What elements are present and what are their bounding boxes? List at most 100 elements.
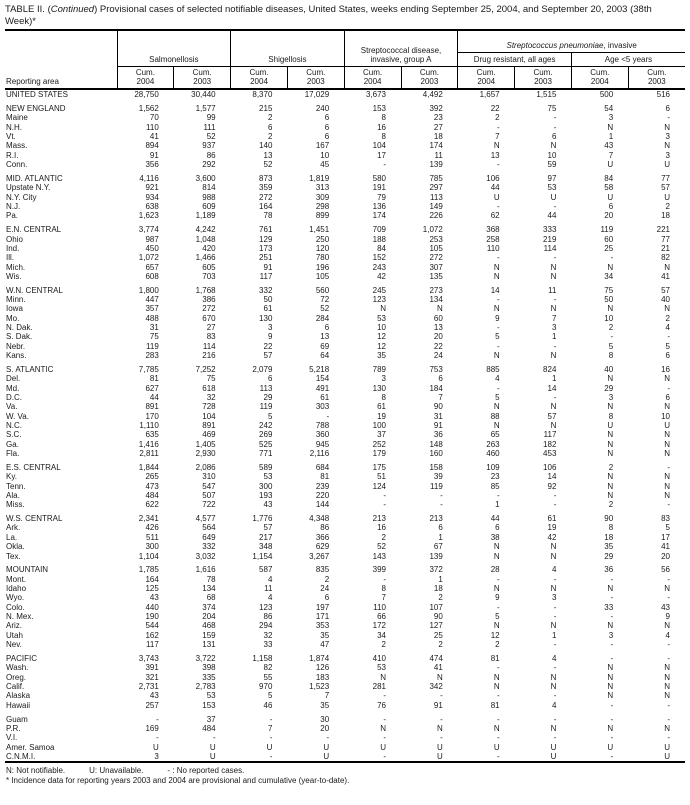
row-cell: 55 (263, 672, 273, 682)
row-cell: 3,032 (195, 551, 216, 561)
row-cell: 34 (377, 630, 386, 640)
row-cell: - (667, 733, 670, 743)
row-cell: 484 (202, 723, 216, 733)
row-cell: N (607, 449, 614, 459)
row-cell: 113 (259, 383, 273, 393)
row-cell: 88 (490, 411, 500, 421)
row-cell: 134 (202, 584, 216, 594)
row-cell: 332 (259, 285, 273, 295)
row-cell: N (493, 402, 500, 412)
row-cell: N (664, 141, 670, 151)
row-area: Maine (6, 113, 28, 123)
row-cell: - (667, 113, 670, 123)
table-row: R.I. 91 86 13 10 17 11 13 10 7 3 (5, 151, 685, 160)
row-cell: 24 (320, 584, 330, 594)
row-area: P.R. (6, 723, 21, 733)
row-cell: 42 (547, 532, 557, 542)
table-row: Wyo. 43 68 4 6 7 2 9 3 - - (5, 593, 685, 602)
row-cell: 91 (263, 262, 273, 272)
row-cell: 2 (608, 462, 614, 472)
row-area: Okla. (6, 542, 25, 552)
row-area: S. ATLANTIC (6, 364, 54, 374)
row-cell: - (496, 160, 500, 170)
row-cell: 90 (433, 402, 443, 412)
row-cell: 53 (377, 313, 386, 323)
row-cell: 131 (202, 640, 216, 650)
row-cell: 420 (202, 243, 216, 253)
row-cell: N (550, 351, 557, 361)
row-cell: - (553, 733, 557, 743)
row-cell: - (667, 593, 670, 603)
row-cell: 252 (372, 439, 386, 449)
row-cell: 1,416 (138, 439, 159, 449)
col-header-strepa-2003: Cum. 2003 (401, 66, 459, 91)
row-cell: - (610, 751, 614, 761)
row-cell: - (496, 574, 500, 584)
row-cell: 627 (145, 383, 159, 393)
row-cell: U (437, 751, 443, 761)
row-cell: N (493, 723, 500, 733)
row-cell: 191 (372, 183, 386, 193)
cum-header-row: Cum. 2004 Cum. 2003 Cum. 2004 Cum. 2003 Cum.… (5, 66, 685, 91)
row-cell: - (610, 653, 614, 663)
row-cell: 57 (263, 351, 273, 361)
row-cell: 13 (490, 150, 500, 160)
row-cell: - (212, 733, 216, 743)
row-cell: 2 (608, 500, 614, 510)
row-area: N.Y. City (6, 192, 37, 202)
row-cell: 426 (145, 523, 159, 533)
row-cell: 37 (377, 430, 386, 440)
row-cell: N (550, 402, 557, 412)
row-cell: 814 (202, 183, 216, 193)
table-row: Conn. 356 292 52 45 - 139 - 59 U U (5, 160, 685, 169)
row-cell: 54 (604, 104, 614, 114)
row-cell: - (496, 691, 500, 701)
row-cell: 91 (433, 700, 443, 710)
row-cell: 12 (377, 341, 386, 351)
row-area: UNITED STATES (6, 90, 68, 100)
row-cell: U (153, 742, 159, 752)
row-cell: 83 (661, 514, 670, 524)
row-cell: 53 (263, 472, 273, 482)
row-cell: 273 (429, 285, 443, 295)
row-cell: N (380, 723, 386, 733)
table-row: Miss. 622 722 43 144 - - 1 - 2 - (5, 500, 685, 509)
row-cell: N (664, 449, 670, 459)
row-cell: 28 (490, 565, 500, 575)
table-row: Ariz. 544 468 294 353 172 127 N N N N (5, 621, 685, 630)
row-cell: 342 (429, 681, 443, 691)
row-cell: 110 (373, 602, 386, 612)
row-cell: U (550, 751, 557, 761)
row-cell: - (553, 500, 557, 510)
row-cell: 564 (202, 523, 216, 533)
row-cell: 34 (604, 271, 614, 281)
row-cell: 309 (315, 192, 330, 202)
row-cell: 3 (665, 150, 670, 160)
row-cell: N (380, 672, 386, 682)
row-cell: 7,252 (195, 364, 216, 374)
row-cell: 113 (430, 192, 443, 202)
row-cell: 2 (665, 201, 670, 211)
table-row: N.H. 110 111 6 6 16 27 - - N N (5, 123, 685, 132)
row-cell: 722 (202, 500, 216, 510)
row-cell: 8,370 (252, 90, 273, 100)
row-area: Mass. (6, 141, 28, 151)
table-row: UNITED STATES 28,750 30,440 8,370 17,029 3,6… (5, 89, 685, 99)
row-area: Vt. (6, 132, 16, 142)
row-cell: 57 (263, 523, 273, 533)
row-cell: 500 (599, 90, 614, 100)
row-cell: 59 (547, 160, 557, 170)
row-cell: - (667, 332, 670, 342)
row-cell: 8 (608, 523, 614, 533)
row-cell: 120 (315, 243, 330, 253)
table-row: P.R. 169 484 7 20 N N N N N N (5, 724, 685, 733)
row-cell: 16 (377, 122, 386, 132)
row-cell: 356 (145, 160, 159, 170)
row-cell: 4 (551, 565, 557, 575)
row-cell: 23 (490, 472, 500, 482)
row-cell: 3 (154, 751, 159, 761)
row-cell: 97 (547, 173, 557, 183)
row-cell: 82 (661, 253, 670, 263)
row-cell: 69 (320, 341, 330, 351)
row-cell: 109 (486, 462, 500, 472)
